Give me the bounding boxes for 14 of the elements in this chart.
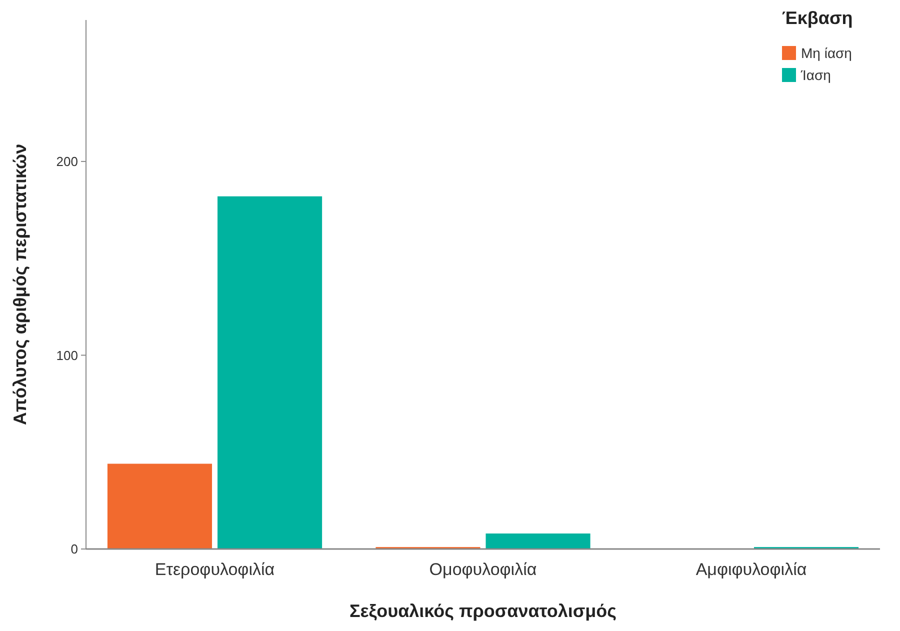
y-tick-label: 0 (70, 542, 78, 557)
y-tick-label: 100 (56, 348, 78, 363)
x-tick-label: Αμφιφυλοφιλία (696, 560, 807, 579)
x-axis-title: Σεξουαλικός προσανατολισμός (349, 601, 617, 621)
y-tick-label: 200 (56, 154, 78, 170)
bar (218, 196, 322, 549)
bar (486, 534, 590, 549)
y-axis-title: Απόλυτος αριθμός περιστατικών (10, 144, 30, 426)
legend-title: Έκβαση (782, 8, 853, 28)
legend-label: Μη ίαση (801, 45, 852, 61)
bar (107, 464, 212, 549)
legend-label: Ίαση (800, 67, 831, 83)
x-tick-label: Ομοφυλοφιλία (429, 560, 537, 579)
x-tick-label: Ετεροφυλοφιλία (154, 560, 275, 579)
